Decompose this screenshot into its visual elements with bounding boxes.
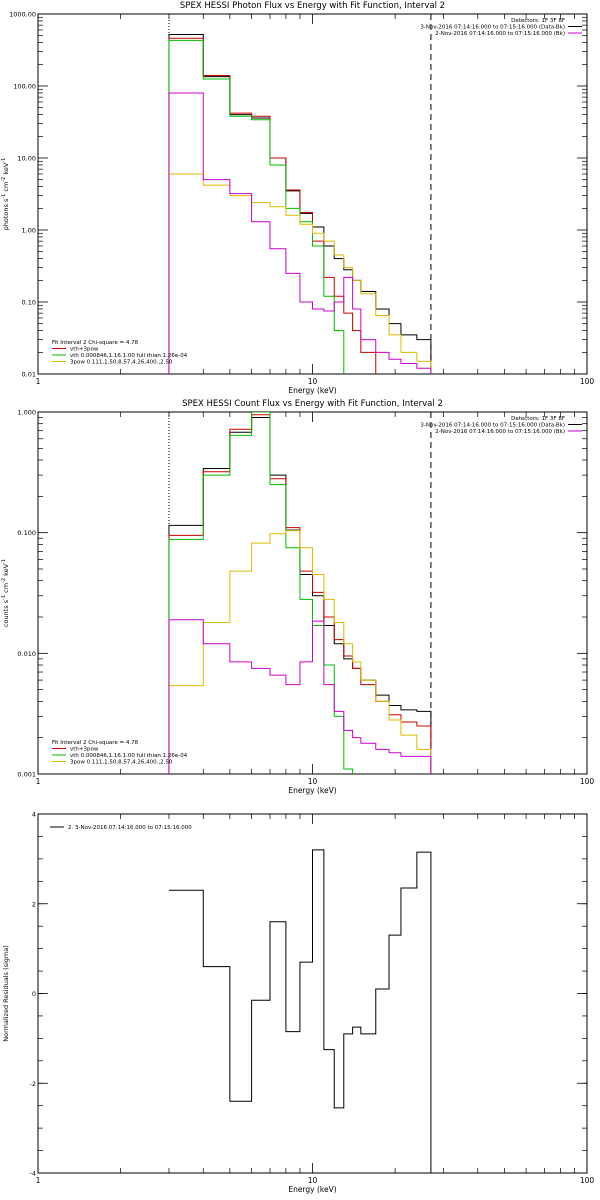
y-tick-label: 0.010: [17, 650, 36, 658]
x-axis-label: Energy (keV): [288, 386, 336, 395]
y-tick-label: 1.00: [22, 227, 36, 235]
plot-frame: [37, 13, 588, 375]
legend-entry: 2-Nov-2016 07:14:16.000 to 07:15:16.000 …: [435, 31, 565, 37]
y-tick-label: -2: [30, 1080, 36, 1088]
legend-top-left: 2. 3-Nov-2016 07:14:16.000 to 07:15:16.0…: [50, 825, 192, 831]
x-tick-label: 100: [580, 377, 595, 386]
legend-entry: vth+3pow: [70, 747, 99, 753]
legend-entry: 2. 3-Nov-2016 07:14:16.000 to 07:15:16.0…: [68, 825, 192, 831]
y-tick-label: 100.00: [13, 83, 36, 91]
y-tick-label: 0.10: [22, 299, 36, 307]
y-tick-label: 0: [32, 990, 36, 998]
series-line-3: [168, 39, 432, 374]
chart-panel-1: SPEX HESSI Photon Flux vs Energy with Fi…: [1, 1, 595, 395]
legend-entry: 2-Nov-2016 07:14:16.000 to 07:15:16.000 …: [435, 429, 565, 435]
y-tick-label: 2: [32, 900, 36, 908]
legend-entry: vth 0.000846,1.16,1.00 full thian 1.26e-…: [70, 753, 188, 759]
y-tick-label: 0.001: [17, 771, 36, 779]
y-tick-label: 4: [32, 811, 36, 819]
legend-top-right: Detectors: 1F 3F 8F3-Nov-2016 07:14:16.0…: [420, 416, 582, 435]
y-axis-label: Normalized Residuals (sigma): [2, 945, 10, 1042]
legend-entry: vth 0.000846,1.16,1.00 full thian 1.26e-…: [70, 353, 188, 359]
y-axis-label: counts s-1 cm-2 keV-1: [1, 559, 10, 627]
series-line-4: [168, 530, 432, 774]
legend-bottom-left: Fit Interval 2 Chi-square = 4.78vth+3pow…: [52, 740, 188, 766]
series-line-2: [168, 37, 432, 374]
legend-entry: Fit Interval 2 Chi-square = 4.78: [52, 340, 139, 346]
series-group: [168, 33, 432, 374]
chart-title: SPEX HESSI Photon Flux vs Energy with Fi…: [180, 1, 445, 11]
legend-entry: Fit Interval 2 Chi-square = 4.78: [52, 740, 139, 746]
series-group: [168, 412, 432, 774]
x-tick-label: 10: [308, 1176, 318, 1185]
chart-title: SPEX HESSI Count Flux vs Energy with Fit…: [182, 399, 443, 409]
legend-entry: vth+3pow: [70, 347, 99, 353]
series-line-5: [168, 92, 432, 374]
x-tick-label: 100: [580, 1176, 595, 1185]
chart-panel-2: SPEX HESSI Count Flux vs Energy with Fit…: [1, 399, 595, 795]
legend-entry: 3-Nov-2016 07:14:16.000 to 07:15:16.000 …: [420, 25, 565, 31]
legend-entry: 3pow 0.111,1.50,8.57,4.26,400.,2.50: [70, 360, 173, 366]
x-tick-label: 1: [36, 377, 41, 386]
x-tick-label: 1: [36, 1176, 41, 1185]
y-tick-label: 10.00: [17, 155, 36, 163]
series-group: [168, 849, 432, 1173]
legend-entry: 3-Nov-2016 07:14:16.000 to 07:15:16.000 …: [420, 423, 565, 429]
x-tick-label: 100: [580, 777, 595, 786]
x-axis-label: Energy (keV): [288, 1185, 336, 1194]
y-tick-label: 1000.00: [9, 11, 36, 19]
x-tick-label: 1: [36, 777, 41, 786]
series-line-5: [168, 619, 432, 774]
y-tick-label: 0.100: [17, 529, 36, 537]
x-axis-label: Energy (keV): [288, 786, 336, 795]
legend-entry: Detectors: 1F 3F 8F: [511, 416, 565, 422]
y-tick-label: 0.01: [22, 371, 36, 379]
legend-entry: Detectors: 1F 3F 8F: [511, 18, 565, 24]
y-tick-label: -4: [30, 1170, 36, 1178]
x-tick-label: 10: [308, 377, 318, 386]
series-line-1: [168, 849, 432, 1173]
chart-panel-3: 1 10 100 Energy (keV) -4 -2 0 2 4 Normalized Resi…: [2, 811, 594, 1195]
x-tick-label: 10: [308, 777, 318, 786]
legend-bottom-left: Fit Interval 2 Chi-square = 4.78vth+3pow…: [52, 340, 188, 366]
y-tick-label: 1.000: [17, 409, 36, 417]
legend-top-right: Detectors: 1F 3F 8F3-Nov-2016 07:14:16.0…: [420, 18, 582, 37]
legend-entry: 3pow 0.111,1.50,8.57,4.26,400.,2.50: [70, 760, 173, 766]
series-line-3: [168, 412, 432, 774]
series-line-4: [168, 173, 432, 374]
y-axis-label: photons s-1 cm-2 keV-1: [1, 158, 10, 231]
